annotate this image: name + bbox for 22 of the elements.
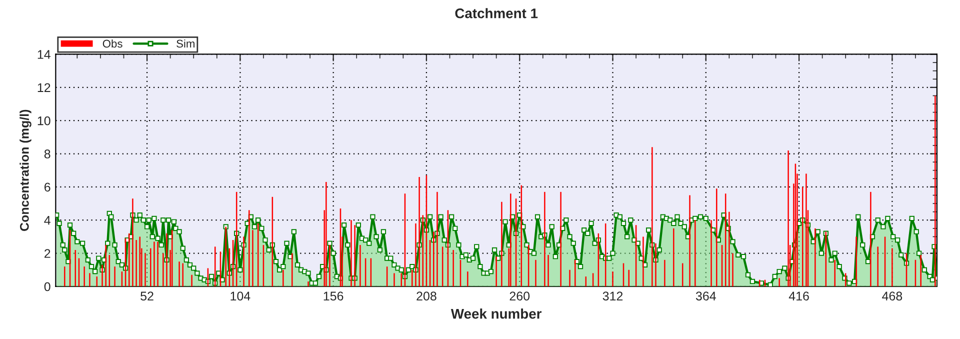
y-tick-label: 8	[44, 150, 50, 158]
legend-label: Obs	[102, 39, 122, 48]
y-tick-label: 10	[38, 116, 50, 126]
y-tick-label: 12	[38, 83, 50, 92]
y-tick-label: 2	[44, 249, 50, 258]
legend-label: Sim	[176, 39, 194, 48]
x-axis-title: Week number	[450, 308, 542, 319]
x-tick-label: 52	[140, 292, 154, 300]
x-tick-label: 312	[602, 292, 623, 300]
x-tick-label: 208	[416, 292, 436, 300]
y-tick-label: 6	[44, 182, 50, 192]
y-tick-label: 14	[38, 50, 50, 59]
x-tick-label: 416	[788, 292, 809, 300]
x-tick-label: 468	[882, 292, 902, 300]
y-tick-label: 0	[44, 282, 50, 292]
x-tick-label: 364	[696, 292, 716, 300]
y-tick-label: 4	[44, 216, 50, 225]
chart-title: Catchment 1	[455, 8, 538, 18]
y-axis-title: Concentration (mg/l)	[20, 110, 32, 231]
x-tick-label: 104	[230, 292, 250, 300]
x-tick-label: 156	[324, 292, 344, 300]
x-tick-label: 260	[510, 292, 530, 300]
